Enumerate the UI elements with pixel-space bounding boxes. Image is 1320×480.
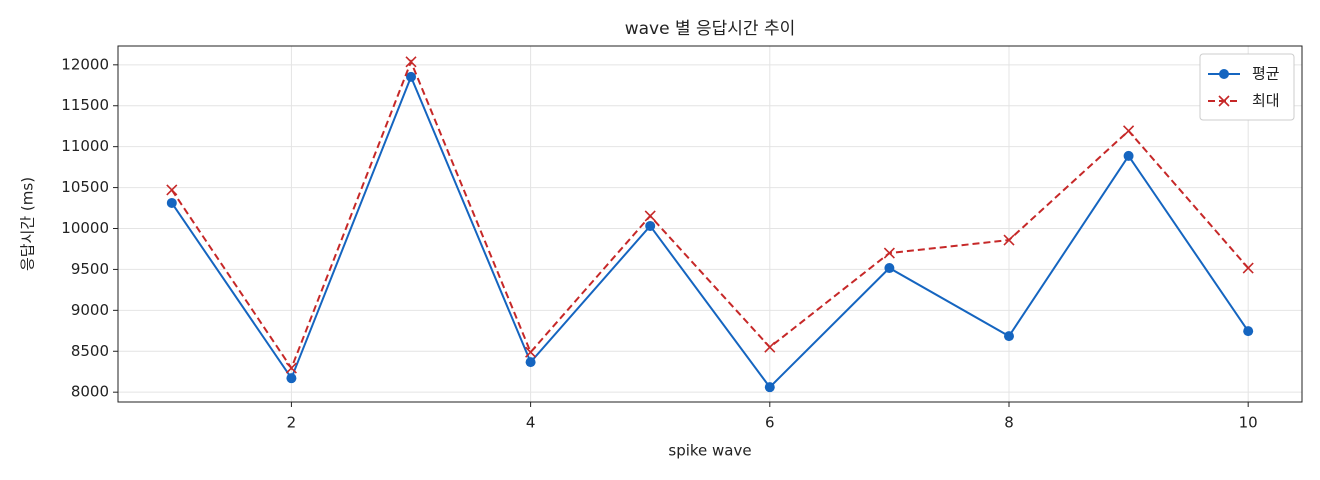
marker: [883, 247, 895, 259]
y-tick-label: 12000: [61, 55, 109, 73]
marker: [1123, 125, 1135, 137]
y-tick-label: 9500: [71, 260, 109, 278]
series-line: [170, 59, 1249, 371]
legend-label: 최대: [1252, 92, 1280, 110]
x-tick-label: 2: [287, 414, 297, 432]
marker: [764, 341, 776, 353]
y-tick-label: 10500: [61, 178, 109, 196]
marker: [405, 56, 417, 68]
x-tick-label: 6: [765, 414, 775, 432]
plot-frame: [117, 45, 1303, 403]
x-axis-label: spike wave: [668, 442, 751, 460]
marker: [645, 220, 656, 231]
y-tick-label: 9000: [71, 301, 109, 319]
marker: [406, 71, 417, 82]
marker: [525, 357, 536, 368]
x-tick-label: 8: [1004, 414, 1014, 432]
chart-title: wave 별 응답시간 추이: [625, 19, 796, 39]
marker: [764, 382, 775, 393]
legend-label: 평균: [1252, 65, 1280, 83]
marker: [884, 263, 895, 274]
marker: [286, 373, 297, 384]
legend-marker: [1218, 95, 1230, 107]
y-tick-label: 8500: [71, 342, 109, 360]
marker: [166, 197, 177, 208]
legend-marker: [1219, 69, 1229, 79]
marker: [1243, 326, 1254, 337]
series-line: [170, 74, 1250, 389]
marker: [1003, 331, 1014, 342]
y-axis-label: 응답시간 (ms): [19, 177, 37, 271]
marker: [644, 210, 656, 222]
y-tick-label: 10000: [61, 219, 109, 237]
legend-box: [1199, 53, 1295, 121]
marker: [525, 346, 537, 358]
x-tick-label: 4: [526, 414, 536, 432]
y-tick-label: 11000: [61, 137, 109, 155]
marker: [285, 362, 297, 374]
marker: [1242, 262, 1254, 274]
marker: [1123, 150, 1134, 161]
y-tick-label: 11500: [61, 96, 109, 114]
x-tick-label: 10: [1239, 414, 1258, 432]
marker: [1003, 234, 1015, 246]
y-tick-label: 8000: [71, 383, 109, 401]
marker: [166, 184, 178, 196]
